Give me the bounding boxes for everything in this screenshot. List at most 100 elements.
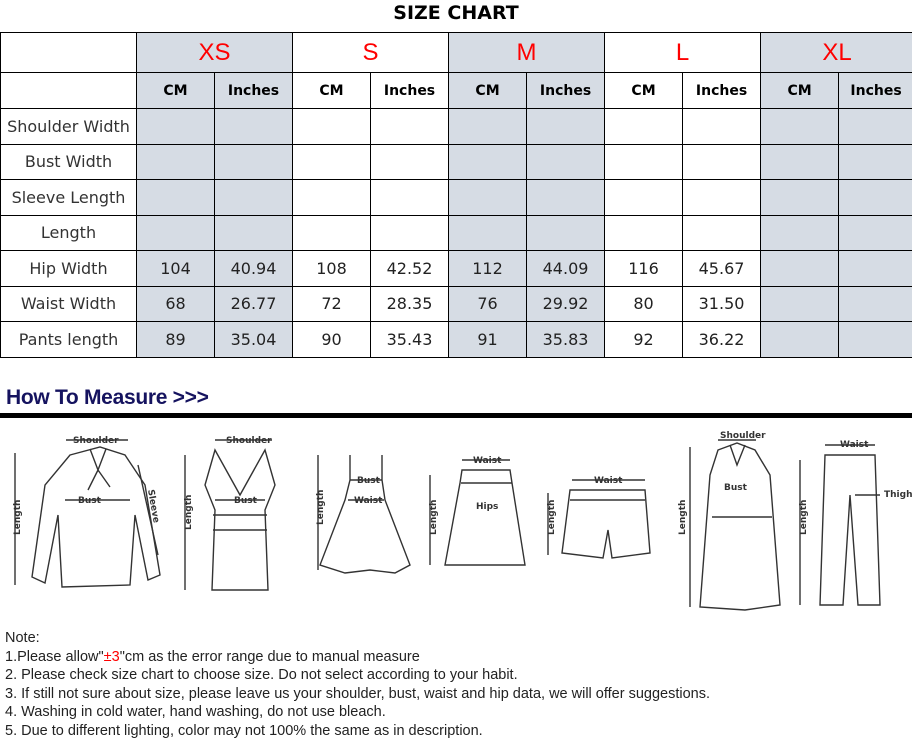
shoulder-label: Shoulder <box>720 431 766 441</box>
table-cell <box>760 108 840 145</box>
table-cell <box>292 179 372 216</box>
size-l: L <box>604 32 762 73</box>
table-cell <box>448 179 528 216</box>
measurement-illustrations: Shoulder Bust Length Sleeve Shoulder Bus… <box>13 431 912 611</box>
table-cell <box>604 179 684 216</box>
table-cell <box>370 179 450 216</box>
table-row: Hip Width 104 40.94 108 42.52 112 44.09 116 45.6… <box>0 250 912 287</box>
table-cell: 40.94 <box>213 250 294 287</box>
table-cell: 80 <box>604 285 684 322</box>
table-row: Waist Width 68 26.77 72 28.35 76 29.92 80 31.50 <box>0 285 912 322</box>
table-cell <box>760 214 840 251</box>
unit-cm: CM <box>604 72 684 109</box>
table-cell <box>760 143 840 180</box>
table-cell <box>136 143 215 180</box>
waist-label: Waist <box>354 496 383 506</box>
table-cell <box>760 179 840 216</box>
row-label: Length <box>0 214 137 251</box>
notes: Note: 1.Please allow"±3"cm as the error … <box>5 629 710 741</box>
length-label: Length <box>13 500 23 535</box>
table-cell <box>292 214 372 251</box>
table-cell <box>604 108 684 145</box>
length-label: Length <box>547 500 557 535</box>
unit-cm: CM <box>448 72 528 109</box>
table-cell: 36.22 <box>682 321 762 358</box>
table-cell: 104 <box>136 250 215 287</box>
table-cell <box>370 214 450 251</box>
table-cell <box>682 108 762 145</box>
table-cell <box>838 179 912 216</box>
table-cell <box>838 108 912 145</box>
table-cell <box>526 108 606 145</box>
table-cell <box>292 108 372 145</box>
table-cell <box>682 179 762 216</box>
unit-inches: Inches <box>526 72 606 109</box>
unit-inches: Inches <box>370 72 450 109</box>
size-chart-table: XS S M L XL CM Inches CM Inches CM Inches C… <box>0 32 912 358</box>
shoulder-label: Shoulder <box>226 436 272 446</box>
unit-inches: Inches <box>213 72 294 109</box>
note-3: 3. If still not sure about size, please … <box>5 685 710 702</box>
note-1-text: 1.Please allow" <box>5 648 104 665</box>
row-label: Shoulder Width <box>0 108 137 145</box>
length-label: Length <box>799 500 809 535</box>
page-title: SIZE CHART <box>393 2 519 24</box>
table-cell <box>448 108 528 145</box>
pants-illustration: Waist Thigh Length <box>799 440 912 606</box>
table-cell <box>370 108 450 145</box>
size-s: S <box>292 32 450 73</box>
row-label: Waist Width <box>0 285 137 322</box>
skirt-illustration: Waist Hips Length <box>429 456 526 566</box>
table-row: Length <box>0 214 912 251</box>
table-cell <box>838 285 912 322</box>
bust-label: Bust <box>724 483 748 493</box>
waist-label: Waist <box>594 476 623 486</box>
table-cell <box>448 214 528 251</box>
table-cell <box>682 143 762 180</box>
table-cell: 92 <box>604 321 684 358</box>
table-cell <box>136 108 215 145</box>
table-cell <box>526 214 606 251</box>
thigh-label: Thigh <box>884 490 912 500</box>
dress-illustration: Bust Waist Length <box>316 455 411 574</box>
bust-label: Bust <box>234 496 258 506</box>
size-xs: XS <box>135 32 294 73</box>
table-cell <box>760 321 840 358</box>
empty-cell <box>0 32 137 73</box>
table-cell <box>604 214 684 251</box>
note-2: 2. Please check size chart to choose siz… <box>5 667 518 684</box>
table-cell <box>838 214 912 251</box>
table-cell: 76 <box>448 285 528 322</box>
table-cell: 91 <box>448 321 528 358</box>
table-cell <box>213 143 294 180</box>
table-cell <box>213 214 294 251</box>
table-cell <box>448 143 528 180</box>
note-1-text-end: "cm as the error range due to manual mea… <box>119 648 420 665</box>
length-label: Length <box>429 500 439 535</box>
table-cell <box>838 250 912 287</box>
table-cell <box>604 143 684 180</box>
table-cell: 44.09 <box>526 250 606 287</box>
table-cell: 108 <box>292 250 372 287</box>
table-cell: 28.35 <box>370 285 450 322</box>
row-label: Bust Width <box>0 143 137 180</box>
note-1: 1.Please allow"±3"cm as the error range … <box>5 648 710 667</box>
hips-label: Hips <box>476 502 498 512</box>
divider <box>0 413 912 418</box>
notes-heading: Note: <box>5 630 40 646</box>
table-cell <box>526 179 606 216</box>
length-label: Length <box>316 490 326 525</box>
length-label: Length <box>184 495 194 530</box>
note-1-tolerance: ±3 <box>103 648 120 665</box>
table-row: Bust Width <box>0 143 912 180</box>
table-cell <box>838 143 912 180</box>
unit-inches: Inches <box>838 72 912 109</box>
bust-label: Bust <box>78 496 102 506</box>
table-row: Sleeve Length <box>0 179 912 216</box>
table-cell: 45.67 <box>682 250 762 287</box>
waist-label: Waist <box>473 456 502 466</box>
table-cell <box>136 214 215 251</box>
shorts-illustration: Waist Length <box>547 476 651 559</box>
table-cell: 68 <box>136 285 215 322</box>
size-xl: XL <box>760 32 912 73</box>
